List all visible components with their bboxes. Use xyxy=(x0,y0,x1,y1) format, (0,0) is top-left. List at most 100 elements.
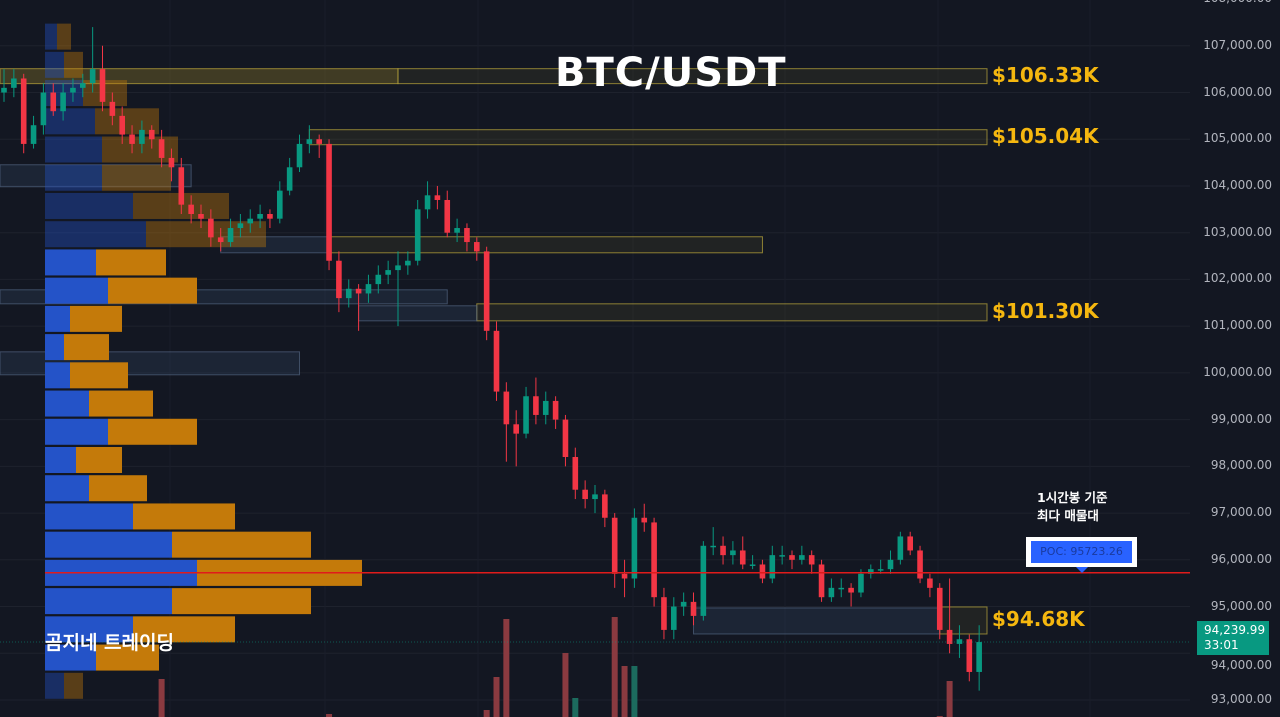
candle-body xyxy=(611,517,618,574)
y-tick-label: 107,000.00 xyxy=(1203,37,1272,52)
volume-bar xyxy=(946,681,953,717)
profile-buy-bar xyxy=(45,447,76,474)
candle-body xyxy=(769,555,776,579)
profile-sell-bar xyxy=(70,305,122,332)
candle-body xyxy=(99,69,106,102)
y-tick-label: 99,000.00 xyxy=(1210,411,1272,426)
candle-body xyxy=(326,143,332,261)
candle-body xyxy=(868,569,874,574)
resistance-zone xyxy=(308,129,988,146)
candles xyxy=(1,27,982,691)
candle-body xyxy=(690,601,697,616)
candle-body xyxy=(434,195,441,200)
y-tick-label: 103,000.00 xyxy=(1203,224,1272,239)
candle-body xyxy=(966,639,973,672)
profile-sell-bar xyxy=(64,334,109,361)
candle-body xyxy=(306,139,313,144)
candle-body xyxy=(552,400,559,420)
candle-body xyxy=(267,214,273,219)
candle-body xyxy=(661,597,667,630)
candle-body xyxy=(936,587,943,630)
profile-buy-bar xyxy=(45,531,172,558)
last-price-value: 94,239.99 xyxy=(1204,623,1266,637)
support-zone xyxy=(693,607,941,635)
resistance-zone xyxy=(476,303,988,322)
candle-body xyxy=(592,494,598,500)
price-lines xyxy=(0,571,1190,643)
candle-body xyxy=(139,129,145,144)
profile-sell-bar xyxy=(108,418,197,445)
profile-buy-bar xyxy=(45,503,133,530)
candle-body xyxy=(296,143,303,168)
volume-bar xyxy=(503,619,510,717)
chart-title: BTC/USDT xyxy=(555,50,787,96)
candle-body xyxy=(277,190,283,219)
candle-body xyxy=(60,92,66,112)
candle-body xyxy=(533,396,539,415)
candle-body xyxy=(848,587,854,593)
profile-buy-bar xyxy=(45,644,96,671)
candle-body xyxy=(680,601,687,607)
candle-body xyxy=(11,78,17,88)
candle-body xyxy=(217,237,224,243)
candle-body xyxy=(818,564,825,598)
profile-buy-bar xyxy=(45,334,64,361)
volume-bar xyxy=(326,714,333,717)
profile-buy-bar xyxy=(45,305,70,332)
support-zone xyxy=(358,305,478,322)
candle-body xyxy=(927,578,933,588)
candle-body xyxy=(917,550,923,579)
candle-body xyxy=(700,545,707,616)
profile-sell-bar xyxy=(89,390,153,417)
profile-sell-bar xyxy=(76,447,122,474)
candle-body xyxy=(148,129,155,140)
zone-price-label: $106.33K xyxy=(992,63,1099,88)
candle-body xyxy=(779,555,785,557)
candle-body xyxy=(838,587,845,590)
y-tick-label: 94,000.00 xyxy=(1210,658,1272,672)
candle-body xyxy=(464,228,470,243)
candle-body xyxy=(523,396,529,434)
candle-body xyxy=(641,517,648,523)
profile-buy-bar xyxy=(45,23,57,50)
support-zone xyxy=(0,351,300,376)
candle-body xyxy=(158,139,165,158)
profile-sell-bar xyxy=(108,277,197,304)
candle-body xyxy=(877,569,884,571)
poc-label: POC: 95723.26 xyxy=(1026,537,1137,567)
candle-body xyxy=(454,228,460,233)
profile-sell-bar xyxy=(96,644,159,671)
brand-watermark: 곰지네 트레이딩 xyxy=(45,632,174,654)
candle-body xyxy=(808,555,815,565)
candle-body xyxy=(956,639,963,644)
candle-body xyxy=(493,330,500,392)
last-price-badge: 94,239.99 33:01 xyxy=(1197,621,1269,655)
volume-bar xyxy=(158,679,165,717)
candle-body xyxy=(247,218,254,224)
annotation-line-2: 최다 매물대 xyxy=(1037,508,1099,523)
profile-sell-bar xyxy=(146,221,266,248)
candle-body xyxy=(188,204,194,215)
y-tick-label: 98,000.00 xyxy=(1210,458,1272,473)
profile-buy-bar xyxy=(45,475,89,502)
profile-sell-bar xyxy=(57,23,71,50)
candle-body xyxy=(582,489,588,500)
candle-body xyxy=(572,457,579,490)
profile-buy-bar xyxy=(45,362,70,389)
y-tick-label: 93,000.00 xyxy=(1210,692,1272,706)
profile-sell-bar xyxy=(133,616,235,643)
profile-sell-bar xyxy=(96,249,166,276)
profile-buy-bar xyxy=(45,588,172,615)
candle-body xyxy=(946,629,953,644)
candle-body xyxy=(178,167,185,205)
candle-body xyxy=(562,419,569,458)
candle-body xyxy=(30,125,37,144)
candle-body xyxy=(730,550,736,556)
volume-bar xyxy=(483,710,490,717)
candle-body xyxy=(375,274,382,285)
candle-body xyxy=(671,606,677,630)
profile-buy-bar xyxy=(45,164,102,191)
profile-buy-bar xyxy=(45,672,64,699)
candle-body xyxy=(858,573,864,593)
